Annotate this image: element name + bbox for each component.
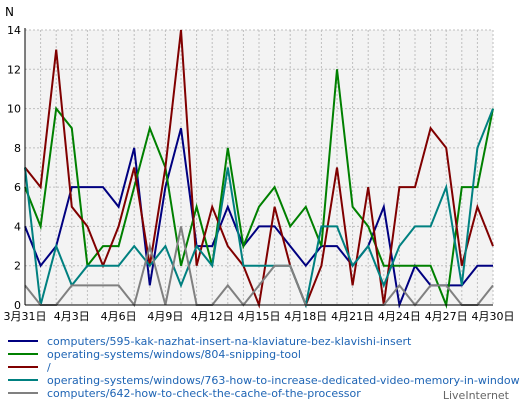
legend-item[interactable]: computers/595-kak-nazhat-insert-na-klavi…: [8, 335, 411, 349]
legend-item[interactable]: computers/642-how-to-check-the-cache-of-…: [8, 387, 361, 401]
legend-item[interactable]: /: [8, 361, 51, 375]
legend-swatch: [8, 340, 38, 342]
x-tick-labels: 3月31日 4月3日 4月6日 4月9日 4月12日 4月15日 4月18日 4月21日 4月2…: [4, 310, 515, 323]
y-tick-label: 12: [7, 63, 21, 76]
x-tick-label: 4月30日: [472, 310, 515, 323]
y-tick-label: 6: [14, 181, 21, 194]
x-tick-label: 4月27日: [425, 310, 468, 323]
y-axis-label: N: [5, 5, 14, 19]
legend-label: /: [47, 361, 51, 374]
y-tick-labels: 0 2 4 6 8 10 12 14: [7, 24, 21, 312]
legend-swatch: [8, 392, 38, 394]
axes: [24, 28, 493, 306]
y-tick-label: 4: [14, 220, 21, 233]
x-tick-label: 4月12日: [191, 310, 234, 323]
x-tick-label: 4月18日: [284, 310, 327, 323]
legend-label: operating-systems/windows/763-how-to-inc…: [47, 374, 520, 387]
legend: computers/595-kak-nazhat-insert-na-klavi…: [8, 335, 520, 403]
legend-label: operating-systems/windows/804-snipping-t…: [47, 348, 301, 361]
y-tick-label: 10: [7, 103, 21, 116]
series-line-2: [24, 69, 494, 309]
x-tick-label: 4月15日: [238, 310, 281, 323]
credit-text: LiveInternet: [442, 389, 509, 402]
x-tick-label: 4月21日: [331, 310, 374, 323]
legend-label: computers/595-kak-nazhat-insert-na-klavi…: [47, 335, 412, 348]
legend-item[interactable]: operating-systems/windows/763-how-to-inc…: [8, 374, 520, 388]
legend-swatch: [8, 353, 38, 355]
legend-label: computers/642-how-to-check-the-cache-of-…: [47, 387, 361, 400]
x-tick-label: 4月3日: [54, 310, 90, 323]
y-tick-label: 8: [14, 142, 21, 155]
x-tick-label: 3月31日: [4, 310, 47, 323]
legend-swatch: [8, 366, 38, 368]
x-tick-label: 4月6日: [101, 310, 137, 323]
x-tick-label: 4月9日: [147, 310, 183, 323]
y-tick-label: 14: [7, 24, 21, 37]
y-tick-label: 0: [14, 299, 21, 312]
series-line-4: [24, 108, 494, 309]
y-tick-label: 2: [14, 260, 21, 273]
x-tick-label: 4月24日: [378, 310, 421, 323]
legend-swatch: [8, 379, 38, 381]
legend-item[interactable]: operating-systems/windows/804-snipping-t…: [8, 348, 301, 362]
